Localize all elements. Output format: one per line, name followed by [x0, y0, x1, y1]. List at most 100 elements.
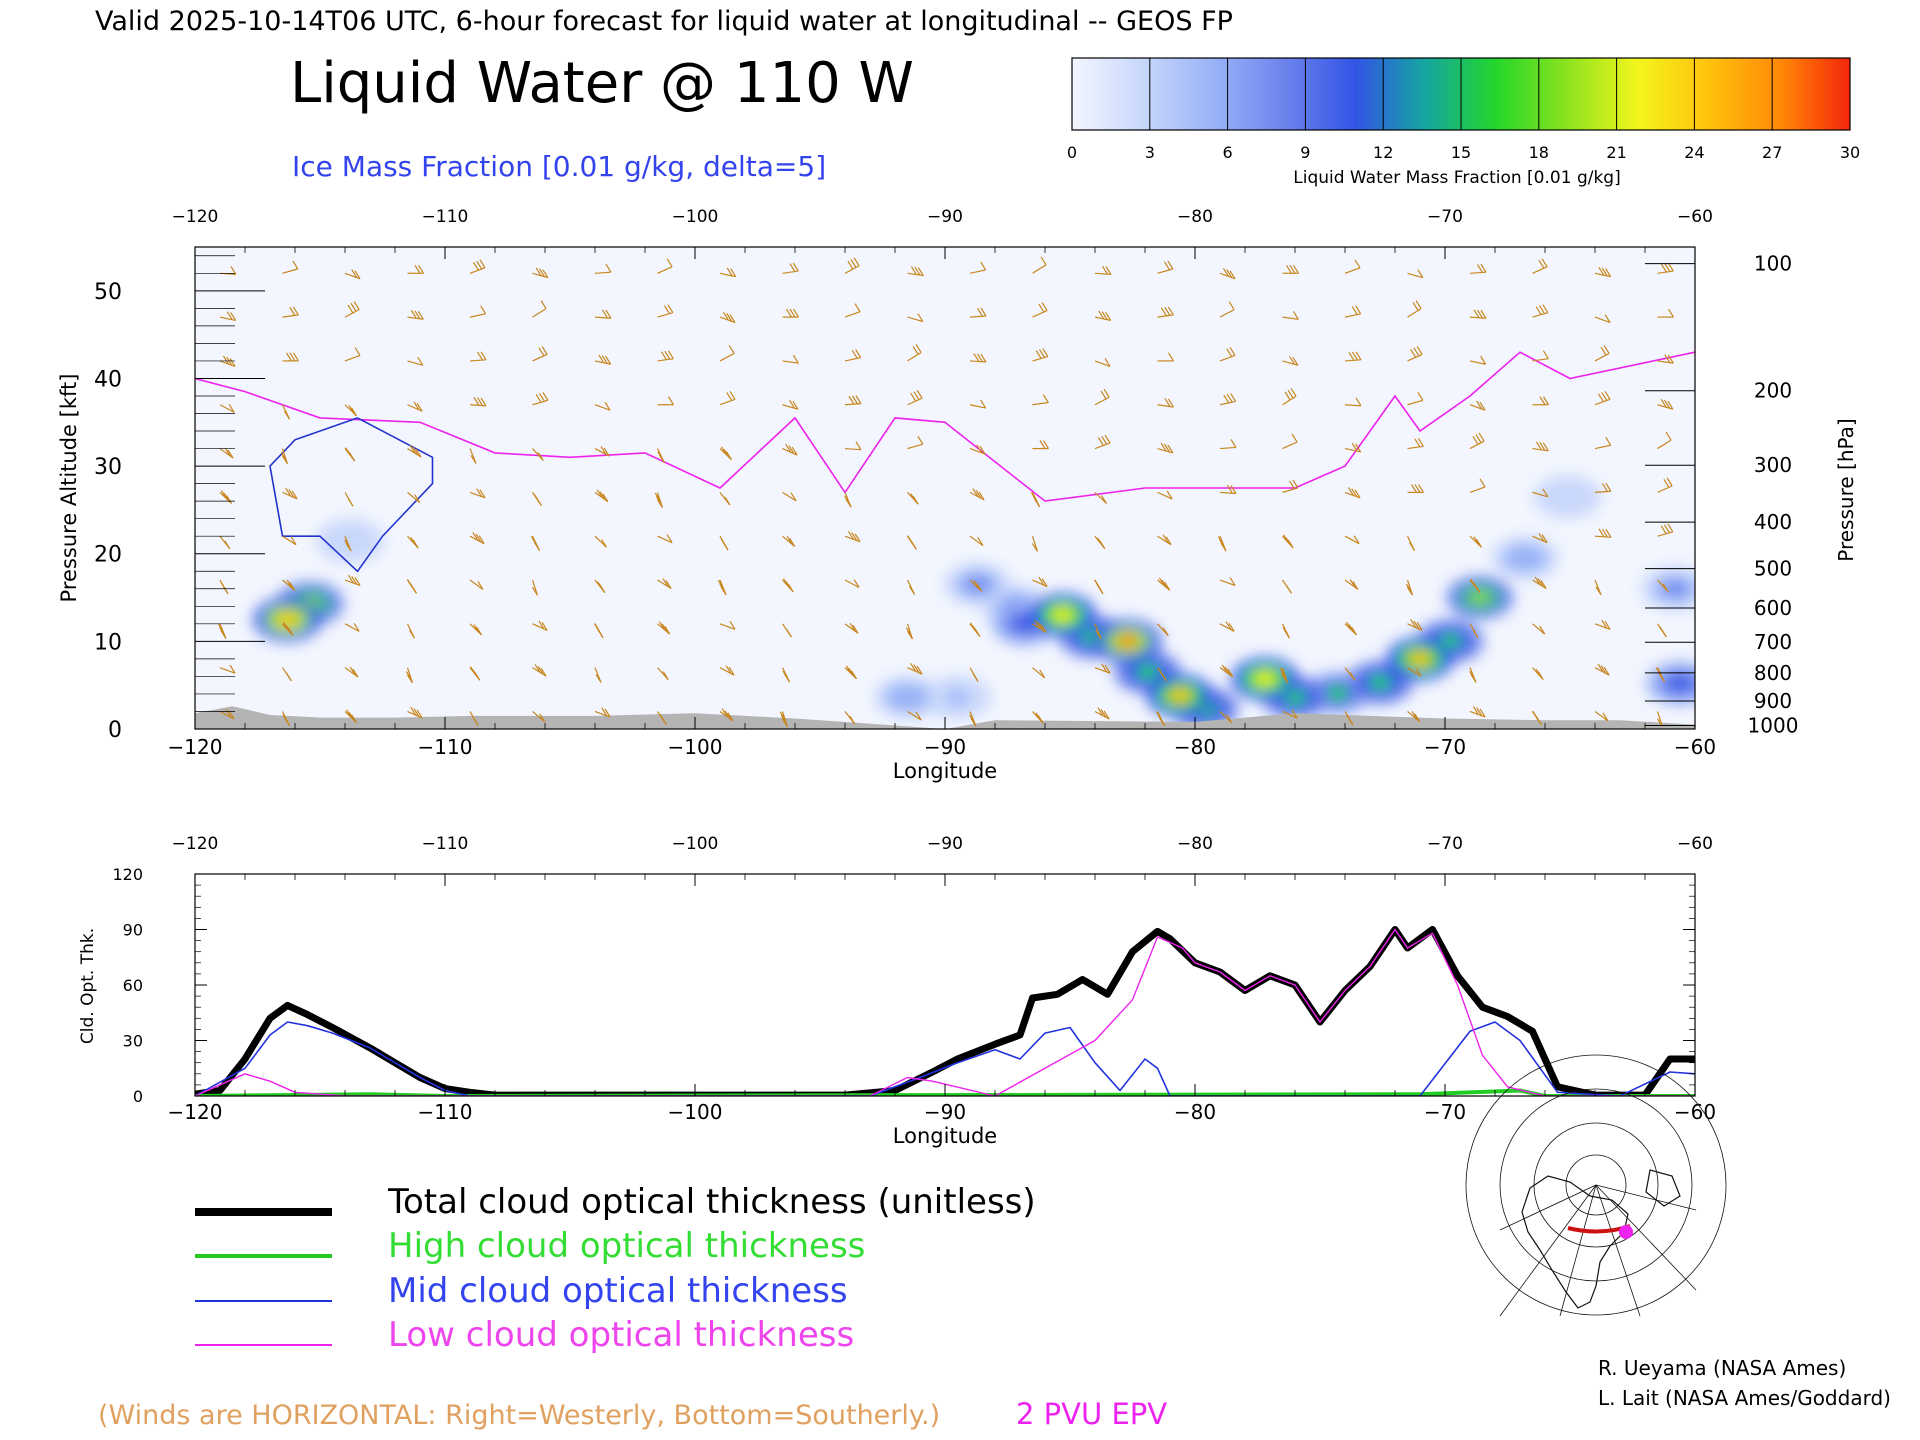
wind-barb: [1157, 398, 1174, 408]
wind-barb-shaft: [1344, 579, 1359, 590]
wind-barb-shaft: [1344, 535, 1360, 545]
wind-barb-feather: [847, 530, 854, 540]
wind-barb: [1344, 442, 1362, 453]
wind-barb-feather: [1479, 708, 1486, 718]
wind-barb-feather: [1541, 534, 1548, 544]
wind-barb-feather: [792, 262, 799, 272]
wind-barb-feather: [533, 494, 540, 504]
wind-barb-shaft: [219, 316, 236, 322]
wind-barb-feather: [1166, 490, 1173, 500]
wind-barb-feather: [1601, 483, 1608, 492]
wind-barb-shaft: [1469, 360, 1486, 365]
wind-barb-feather: [1601, 392, 1608, 401]
wind-barb-shaft: [1094, 316, 1111, 322]
wind-barb-feather: [409, 629, 416, 639]
wind-barb: [657, 534, 673, 544]
top-y-tick-label: 50: [94, 280, 122, 305]
wind-barb-feather: [667, 350, 674, 360]
wind-barb-feather: [848, 395, 855, 405]
wind-barb-feather: [1663, 478, 1670, 488]
wind-barb-shaft: [844, 447, 862, 451]
wind-barb-feather: [1292, 264, 1300, 274]
wind-barb-shaft: [1532, 312, 1549, 318]
wind-barb-feather: [1355, 397, 1362, 407]
wind-barb-feather: [729, 314, 736, 323]
winds-note: (Winds are HORIZONTAL: Right=Westerly, B…: [98, 1400, 940, 1431]
wind-barb-feather: [601, 309, 608, 319]
pressure-tick-label: 500: [1754, 557, 1792, 581]
wind-barb: [1657, 579, 1669, 593]
wind-barb-feather: [537, 665, 544, 675]
wind-barb-shaft: [1157, 404, 1174, 408]
wind-barb-feather: [1162, 627, 1169, 637]
wind-barb: [657, 667, 669, 680]
wind-barb-feather: [480, 351, 487, 361]
legend-label-high: High cloud optical thickness: [388, 1226, 865, 1266]
wind-barb: [719, 620, 736, 630]
wind-barb: [1532, 710, 1542, 726]
wind-barb-shaft: [1344, 313, 1361, 318]
wind-barb-feather: [661, 623, 668, 633]
wind-barb: [344, 269, 361, 280]
pressure-tick-label: 400: [1754, 510, 1792, 534]
wind-barb: [782, 399, 799, 410]
wind-barb-feather: [1230, 439, 1237, 448]
wind-barb-feather: [1480, 309, 1487, 319]
wind-barb-shaft: [1282, 316, 1299, 320]
wind-barb-feather: [717, 580, 724, 589]
wind-barb-shaft: [1469, 271, 1487, 274]
wind-barb: [531, 579, 539, 596]
wind-barb: [282, 487, 298, 500]
wind-barb-feather: [1103, 388, 1110, 398]
wind-barb-shaft: [1219, 579, 1236, 587]
wind-barb: [782, 308, 800, 318]
colorbar-tick-label: 21: [1606, 143, 1626, 162]
wind-barb-feather: [915, 711, 922, 721]
wind-barb-feather: [1666, 477, 1673, 487]
wind-barb-feather: [656, 499, 663, 508]
top-x-tick-label: −80: [1174, 735, 1216, 759]
wind-barb-feather: [1539, 396, 1546, 406]
wind-barb-shaft: [657, 266, 673, 274]
wind-barb: [469, 623, 483, 636]
wind-barb-feather: [782, 670, 789, 680]
top-y-tick-label: 0: [108, 718, 122, 743]
wind-barb: [344, 535, 352, 552]
wind-barb-shaft: [1157, 535, 1172, 546]
pressure-tick-label: 200: [1754, 379, 1792, 403]
wind-barb-shaft: [282, 535, 297, 546]
liquid-water-core: [339, 533, 361, 548]
wind-barb-feather: [287, 627, 294, 637]
wind-barb: [344, 666, 359, 678]
wind-barb: [782, 443, 798, 456]
wind-barb-feather: [473, 397, 480, 406]
wind-barb: [1406, 535, 1416, 551]
wind-barb-shaft: [657, 579, 672, 590]
wind-barb-feather: [1226, 348, 1233, 357]
wind-barb: [407, 264, 425, 274]
wind-barb: [1469, 400, 1486, 411]
wind-barb-feather: [914, 266, 921, 276]
wind-barb: [469, 397, 487, 407]
pressure-tick-label: 700: [1754, 630, 1792, 654]
wind-barb: [1219, 268, 1236, 280]
wind-barb-feather: [1535, 441, 1542, 451]
wind-barb: [1279, 667, 1289, 684]
wind-barb: [1657, 623, 1667, 638]
credit-2: L. Lait (NASA Ames/Goddard): [1598, 1386, 1891, 1410]
wind-barb-shaft: [1594, 710, 1609, 722]
wind-barb: [1594, 436, 1612, 450]
wind-barb: [469, 488, 486, 499]
wind-barb-feather: [1416, 622, 1423, 631]
wind-barb: [907, 389, 923, 406]
wind-barb-feather: [228, 403, 235, 413]
wind-barb-feather: [664, 625, 671, 635]
wind-barb: [1032, 348, 1049, 362]
wind-barb-feather: [1105, 266, 1112, 275]
wind-barb-feather: [1539, 441, 1546, 451]
wind-barb-feather: [1035, 350, 1042, 359]
wind-barb: [969, 667, 979, 682]
wind-barb-feather: [535, 267, 542, 277]
wind-barb-feather: [1532, 710, 1539, 720]
wind-barb: [1657, 398, 1674, 410]
